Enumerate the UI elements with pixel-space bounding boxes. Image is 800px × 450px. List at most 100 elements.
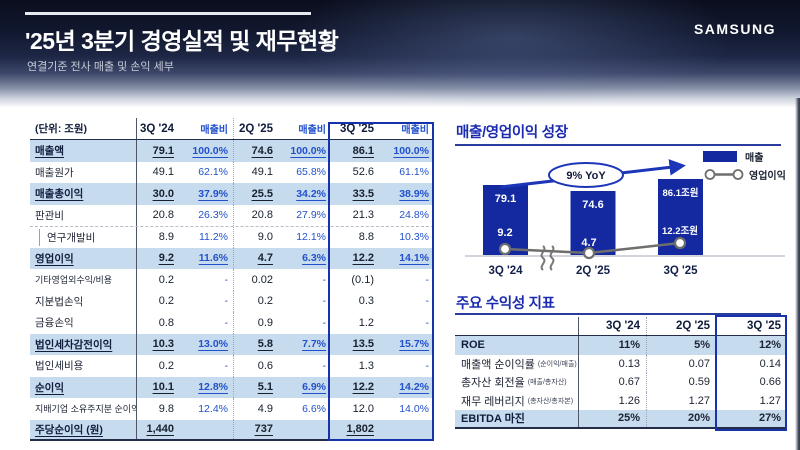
ratio-cell: -: [322, 316, 327, 329]
right-edge-shadow: [795, 98, 800, 450]
table-row: 연구개발비 8.9 11.2% 9.0 12.1% 8.8 10.3%: [30, 226, 434, 248]
ratio-cell: 10.3%: [399, 231, 429, 244]
x-tick-label: 3Q '24: [488, 265, 523, 277]
ratio-cell: -: [425, 359, 430, 372]
formula-note: (순이익/매출): [537, 360, 577, 368]
yoy-badge: [548, 162, 624, 188]
line-value-label: 9.2: [497, 227, 512, 239]
value-cell: 10.1: [152, 381, 174, 394]
ratio-cell: 7.7%: [302, 338, 326, 351]
value-cell: 0.2: [158, 359, 174, 372]
value-cell: 5%: [647, 336, 717, 355]
row-label: 지배기업 소유주지분 순이익: [30, 398, 137, 420]
ratio-cell: -: [425, 273, 430, 286]
value-cell: 0.14: [759, 357, 781, 370]
legend-item-profit: 영업이익: [703, 167, 786, 182]
value-cell: 10.3: [152, 338, 174, 351]
table-header-row: 3Q '24 2Q '25 3Q '25: [455, 317, 787, 336]
value-cell: 79.1: [152, 144, 174, 157]
ratio-cell: 14.0%: [399, 402, 429, 415]
value-cell: 33.5: [352, 187, 374, 200]
ratio-cell: 6.3%: [302, 252, 326, 265]
ratio-cell: -: [425, 316, 430, 329]
table-row: ROE 11% 5% 12%: [455, 336, 787, 355]
col-header-ratio: 매출비: [401, 125, 429, 136]
ratio-cell: 11.6%: [180, 247, 234, 269]
header-banner: '25년 3분기 경영실적 및 재무현황 연결기준 전사 매출 및 손익 세부 …: [0, 0, 800, 108]
x-tick-label: 3Q '25: [663, 265, 698, 277]
value-cell: 4.9: [257, 402, 273, 415]
section-divider: [455, 313, 781, 315]
income-statement-table: (단위: 조원) 3Q '24 매출비 2Q '25 매출비 3Q '25 매출…: [30, 118, 434, 441]
value-cell: (0.1): [351, 273, 374, 286]
ratio-cell: 6.9%: [302, 381, 326, 394]
ratio-cell: -: [322, 359, 327, 372]
ratio-cell: 26.3%: [180, 204, 234, 226]
empty-header-cell: [455, 317, 579, 335]
revenue-bar-swatch: [703, 151, 737, 162]
ratio-cell: -: [180, 312, 234, 334]
page-subtitle: 연결기준 전사 매출 및 손익 세부: [27, 61, 174, 73]
value-cell: 11%: [579, 336, 647, 355]
value-cell: 1,802: [346, 423, 374, 436]
value-cell: 1.27: [759, 394, 781, 407]
profit-marker: [498, 242, 512, 256]
value-cell: 8.9: [158, 231, 174, 244]
col-header-3q24: 3Q '24: [579, 317, 647, 335]
value-cell: 13.5: [352, 338, 374, 351]
col-header-3q25: 3Q '25: [746, 320, 781, 332]
profitability-table: 3Q '24 2Q '25 3Q '25 ROE 11% 5% 12% 매출액 순이익…: [455, 315, 787, 431]
legend-item-revenue: 매출: [703, 149, 786, 164]
value-cell: 9.8: [158, 402, 174, 415]
yoy-label: 9% YoY: [566, 170, 606, 182]
ratio-cell: -: [180, 355, 234, 377]
ratio-cell: 100.0%: [393, 144, 429, 157]
value-cell: 5.1: [257, 381, 273, 394]
row-label: 영업이익: [30, 247, 137, 269]
ratio-cell: -: [180, 269, 234, 291]
ratio-cell: 100.0%: [180, 140, 234, 162]
table-row: 총자산 회전율 (매출/총자산) 0.67 0.59 0.66: [455, 373, 787, 392]
ratio-cell: -: [322, 295, 327, 308]
value-cell: 1.27: [647, 391, 717, 410]
table-row: 영업이익 9.2 11.6% 4.7 6.3% 12.2 14.1%: [30, 247, 434, 269]
value-cell: 25.5: [251, 187, 273, 200]
value-cell: 0.9: [257, 316, 273, 329]
value-cell: 1.26: [579, 391, 647, 410]
row-label: 매출액 순이익률 (순이익/매출): [455, 354, 579, 373]
table-row: 매출액 순이익률 (순이익/매출) 0.13 0.07 0.14: [455, 354, 787, 373]
row-label: 총자산 회전율 (매출/총자산): [455, 373, 579, 392]
line-value-label: 12.2조원: [662, 225, 698, 237]
value-cell: 0.6: [257, 359, 273, 372]
ratio-cell: 13.0%: [180, 333, 234, 355]
page-title: '25년 3분기 경영실적 및 재무현황: [25, 28, 339, 54]
row-label: 기타영업외수익/비용: [30, 269, 137, 291]
chart-legend: 매출 영업이익: [703, 149, 786, 185]
bar-value-label: 86.1조원: [663, 187, 699, 199]
ratio-cell: [180, 419, 234, 439]
header-divider: [25, 12, 311, 15]
ratio-cell: 34.2%: [296, 187, 326, 200]
table-row: 법인세비용 0.2-0.6-1.3-: [30, 355, 434, 377]
ratio-cell: 100.0%: [290, 144, 326, 157]
ratio-cell: 61.1%: [399, 166, 429, 179]
profit-line-swatch: [704, 169, 744, 180]
value-cell: 0.3: [358, 295, 374, 308]
table-row: 판관비 20.8 26.3% 20.8 27.9% 21.3 24.8%: [30, 204, 434, 226]
value-cell: 5.8: [257, 338, 273, 351]
row-label: 법인세차감전이익: [30, 333, 137, 355]
x-tick-label: 2Q '25: [576, 265, 611, 277]
ratio-cell: 12.1%: [296, 231, 326, 244]
value-cell: 0.66: [759, 376, 781, 389]
ratio-cell: 15.7%: [399, 338, 429, 351]
col-header-3q25: 3Q '25: [339, 122, 374, 135]
row-label: ROE: [455, 336, 579, 355]
axis-break-icon: [540, 245, 546, 271]
bar-value-label: 79.1: [495, 193, 516, 205]
ratio-cell: [279, 420, 331, 440]
profit-marker: [582, 246, 596, 260]
ratio-cell: 27.9%: [296, 209, 326, 222]
value-cell: 0.2: [158, 295, 174, 308]
value-cell: 9.2: [158, 252, 174, 265]
